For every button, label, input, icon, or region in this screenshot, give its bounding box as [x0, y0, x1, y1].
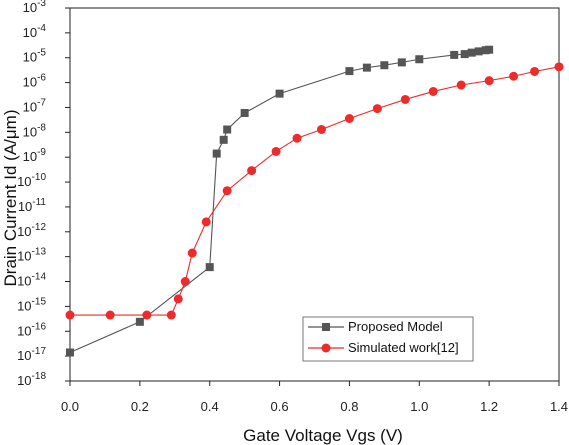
x-tick-label: 0.2 — [131, 399, 149, 414]
simulated-point — [173, 294, 183, 304]
simulated-point — [316, 124, 326, 134]
x-tick-label: 0.0 — [61, 399, 79, 414]
simulated-point — [166, 310, 176, 320]
x-axis-title: Gate Voltage Vgs (V) — [243, 426, 403, 445]
y-tick-label: 10-8 — [23, 122, 47, 139]
proposed-point — [460, 50, 469, 59]
simulated-point — [247, 166, 257, 176]
proposed-point — [135, 317, 144, 326]
proposed-point — [219, 135, 228, 144]
proposed-point — [66, 348, 74, 357]
y-tick-label: 10-14 — [17, 272, 46, 289]
y-tick-label: 10-17 — [17, 346, 46, 363]
proposed-point — [467, 48, 476, 57]
simulated-point — [509, 71, 519, 81]
proposed-point — [240, 108, 249, 117]
y-tick-label: 10-4 — [23, 23, 47, 40]
simulated-point — [222, 186, 232, 196]
legend: Proposed Model Simulated work[12] — [302, 316, 474, 362]
proposed-point — [212, 149, 221, 158]
y-tick-label: 10-6 — [23, 73, 47, 90]
simulated-point — [554, 62, 564, 72]
proposed-point — [415, 55, 424, 64]
simulated-point — [428, 86, 438, 96]
x-tick-label: 1.0 — [410, 399, 428, 414]
proposed-point — [223, 125, 232, 134]
y-tick-label: 10-15 — [17, 296, 46, 313]
simulated-point — [372, 104, 382, 114]
tick-labels: 0.0 0.2 0.4 0.6 0.8 1.0 1.2 1.4 10-3 10-4 10-5 10-6… — [17, 0, 568, 414]
proposed-point — [474, 47, 483, 56]
simulated-point — [456, 80, 466, 90]
proposed-point — [485, 45, 494, 54]
plot-area — [65, 7, 560, 386]
simulated-point — [400, 94, 410, 104]
y-tick-label: 10-18 — [17, 371, 46, 388]
legend-marker-simulated — [321, 343, 331, 353]
legend-label-simulated: Simulated work[12] — [348, 340, 459, 355]
simulated-point — [142, 310, 152, 320]
y-tick-label: 10-9 — [23, 147, 47, 164]
y-tick-label: 10-5 — [23, 48, 47, 65]
simulated-point — [271, 146, 281, 156]
x-tick-label: 1.4 — [550, 399, 568, 414]
proposed-point — [345, 67, 354, 76]
y-axis-title: Drain Current Id (A/μm) — [1, 110, 20, 287]
legend-marker-proposed — [322, 323, 330, 331]
simulated-point — [201, 217, 211, 227]
x-tick-label: 0.6 — [271, 399, 289, 414]
y-tick-label: 10-7 — [23, 97, 47, 114]
simulated-point — [65, 310, 75, 320]
simulated-point — [180, 277, 190, 287]
proposed-point — [275, 89, 284, 98]
y-tick-label: 10-10 — [17, 172, 46, 189]
series-layer — [65, 45, 564, 357]
series-line-1 — [70, 66, 560, 316]
y-tick-label: 10-16 — [17, 321, 46, 338]
simulated-point — [484, 76, 494, 86]
simulated-point — [292, 133, 302, 143]
y-tick-label: 10-11 — [18, 197, 47, 214]
simulated-point — [105, 310, 115, 320]
y-tick-label: 10-3 — [23, 0, 47, 15]
x-tick-label: 1.2 — [480, 399, 498, 414]
proposed-point — [380, 61, 389, 70]
y-tick-label: 10-12 — [17, 222, 46, 239]
proposed-point — [397, 58, 406, 67]
x-tick-label: 0.8 — [340, 399, 358, 414]
plot-frame — [69, 7, 560, 382]
simulated-point — [187, 248, 197, 258]
proposed-point — [205, 263, 214, 272]
x-tick-label: 0.4 — [201, 399, 219, 414]
simulated-point — [530, 66, 540, 76]
proposed-point — [362, 63, 371, 72]
legend-box — [302, 316, 474, 362]
y-tick-label: 10-13 — [17, 247, 46, 264]
simulated-point — [344, 113, 354, 123]
legend-label-proposed: Proposed Model — [348, 319, 443, 334]
proposed-point — [450, 50, 459, 59]
